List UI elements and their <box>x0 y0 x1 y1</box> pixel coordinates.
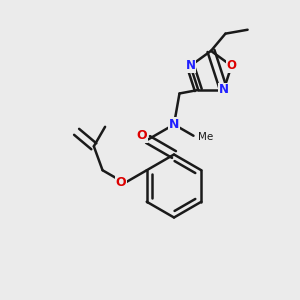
Text: N: N <box>169 118 179 131</box>
Text: N: N <box>219 83 229 97</box>
Text: O: O <box>116 176 126 190</box>
Text: O: O <box>136 129 147 142</box>
Text: O: O <box>226 59 236 72</box>
Text: Me: Me <box>198 132 213 142</box>
Text: N: N <box>185 59 195 72</box>
